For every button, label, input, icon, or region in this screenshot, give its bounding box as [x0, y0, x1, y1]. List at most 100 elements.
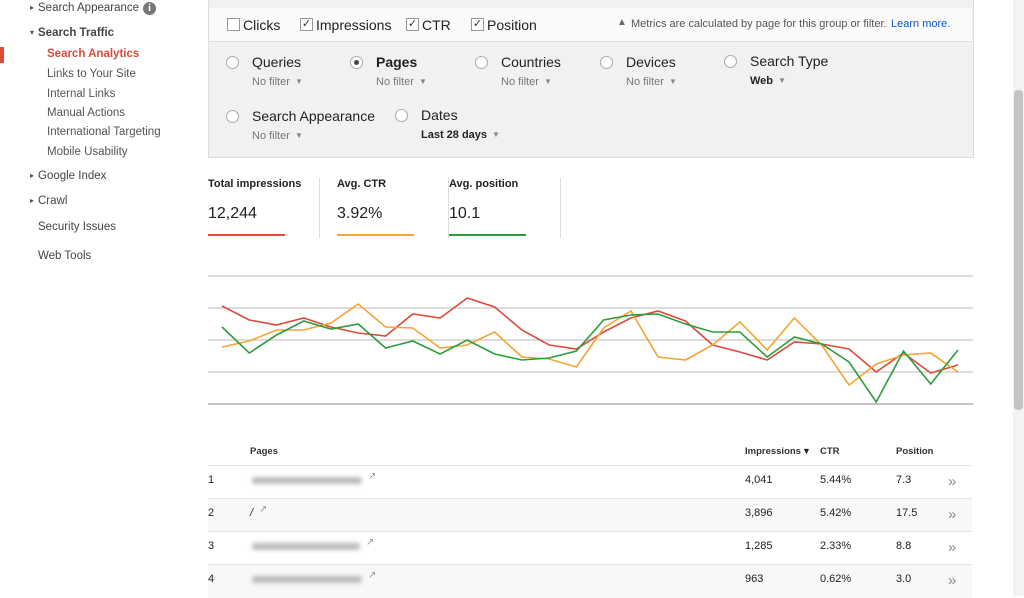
checkbox[interactable]: ✓ — [471, 18, 484, 31]
filter-value[interactable]: No filter — [626, 76, 664, 88]
cell: 4,041 — [745, 474, 773, 486]
radio[interactable] — [395, 109, 408, 122]
nav-item[interactable]: International Targeting — [47, 126, 161, 138]
summary-value[interactable]: 12,244 — [208, 205, 257, 222]
radio[interactable] — [724, 55, 737, 68]
dropdown-arrow[interactable]: ▼ — [419, 77, 427, 86]
expand-arrow[interactable]: ▸ — [30, 3, 35, 12]
dropdown-arrow[interactable]: ▼ — [778, 76, 786, 85]
chart — [208, 275, 973, 405]
filter-label[interactable]: Queries — [252, 54, 302, 70]
metrics-note: Metrics are calculated by page for this … — [631, 18, 887, 30]
radio[interactable] — [226, 110, 239, 123]
checkbox-label[interactable]: Position — [487, 17, 537, 33]
filter-label[interactable]: Search Type — [750, 53, 829, 69]
blurred-page[interactable] — [252, 576, 362, 583]
row-expand[interactable]: » — [948, 473, 957, 490]
filter-value[interactable]: Web — [750, 75, 774, 87]
filter-value[interactable]: No filter — [376, 76, 414, 88]
learn-more-link[interactable]: Learn more. — [891, 18, 951, 30]
checkbox-label[interactable]: CTR — [422, 17, 451, 33]
nav-item[interactable]: Mobile Usability — [47, 146, 128, 158]
summary-label[interactable]: Avg. CTR — [337, 178, 387, 190]
page-link[interactable]: / — [250, 507, 254, 519]
dropdown-arrow[interactable]: ▼ — [492, 130, 500, 139]
filter-label[interactable]: Dates — [421, 107, 458, 123]
row-expand[interactable]: » — [948, 506, 957, 523]
column-header[interactable]: Position — [896, 446, 934, 457]
dropdown-arrow[interactable]: ▼ — [544, 77, 552, 86]
column-header[interactable]: Impressions — [745, 446, 801, 457]
external-link-icon[interactable]: ↗ — [259, 504, 268, 515]
external-link-icon[interactable]: ↗ — [368, 471, 377, 482]
info-icon: i — [143, 2, 156, 15]
nav-item[interactable]: Crawl — [38, 195, 68, 207]
filter-value[interactable]: No filter — [252, 76, 290, 88]
filter-value[interactable]: No filter — [501, 76, 539, 88]
series-line — [221, 313, 959, 404]
summary-value[interactable]: 10.1 — [449, 205, 481, 222]
cell: 2.33% — [820, 540, 852, 552]
filter-label[interactable]: Devices — [626, 54, 676, 70]
warning-icon: ▲ — [617, 17, 627, 28]
scrollbar-thumb[interactable] — [1014, 90, 1023, 410]
checkbox[interactable] — [227, 18, 240, 31]
row-expand[interactable]: » — [948, 539, 957, 556]
checkbox-label[interactable]: Clicks — [243, 17, 281, 33]
expand-arrow[interactable]: ▸ — [30, 171, 35, 180]
radio-dot — [354, 60, 359, 65]
summary-label[interactable]: Total impressions — [208, 178, 302, 190]
cell: 3,896 — [745, 507, 773, 519]
row-number: 4 — [208, 573, 215, 585]
nav-item[interactable]: Links to Your Site — [47, 68, 136, 80]
cell: 17.5 — [896, 507, 918, 519]
nav-item[interactable]: Web Tools — [38, 250, 92, 262]
filter-label[interactable]: Search Appearance — [252, 108, 375, 124]
blurred-page[interactable] — [252, 477, 362, 484]
row-number: 3 — [208, 540, 215, 552]
column-header[interactable]: CTR — [820, 446, 840, 457]
table-row — [208, 498, 972, 532]
external-link-icon[interactable]: ↗ — [368, 570, 377, 581]
radio[interactable] — [600, 56, 613, 69]
summary-label[interactable]: Avg. position — [449, 178, 519, 190]
nav-item[interactable]: Manual Actions — [47, 107, 125, 119]
nav-item[interactable]: Search Analytics — [47, 48, 140, 60]
radio[interactable] — [350, 56, 363, 69]
sort-indicator[interactable]: ▼ — [802, 446, 811, 456]
radio[interactable] — [226, 56, 239, 69]
cell: 0.62% — [820, 573, 852, 585]
cell: 8.8 — [896, 540, 912, 552]
nav-item[interactable]: Internal Links — [47, 88, 116, 100]
external-link-icon[interactable]: ↗ — [366, 537, 375, 548]
checkbox[interactable]: ✓ — [300, 18, 313, 31]
nav-item[interactable]: Google Index — [38, 170, 107, 182]
row-number: 1 — [208, 474, 215, 486]
cell: 7.3 — [896, 474, 912, 486]
column-header[interactable]: Pages — [250, 446, 278, 457]
blurred-page[interactable] — [252, 543, 360, 550]
cell: 5.42% — [820, 507, 852, 519]
summary-underline — [208, 234, 285, 236]
dropdown-arrow[interactable]: ▼ — [295, 77, 303, 86]
summary-separator — [560, 178, 561, 238]
filter-label[interactable]: Countries — [501, 54, 561, 70]
filter-value[interactable]: No filter — [252, 130, 290, 142]
expand-arrow[interactable]: ▸ — [30, 196, 35, 205]
expand-arrow[interactable]: ▾ — [30, 28, 35, 37]
nav-item[interactable]: Search Traffic — [38, 27, 115, 39]
dropdown-arrow[interactable]: ▼ — [669, 77, 677, 86]
cell: 5.44% — [820, 474, 852, 486]
nav-item[interactable]: Search Appearance — [38, 2, 140, 14]
checkbox-label[interactable]: Impressions — [316, 17, 392, 33]
checkbox[interactable]: ✓ — [406, 18, 419, 31]
row-expand[interactable]: » — [948, 572, 957, 589]
summary-value[interactable]: 3.92% — [337, 205, 383, 222]
dropdown-arrow[interactable]: ▼ — [295, 131, 303, 140]
metric-row — [209, 8, 972, 42]
filter-value[interactable]: Last 28 days — [421, 129, 488, 141]
nav-item[interactable]: Security Issues — [38, 221, 116, 233]
radio[interactable] — [475, 56, 488, 69]
filter-label[interactable]: Pages — [376, 54, 418, 70]
